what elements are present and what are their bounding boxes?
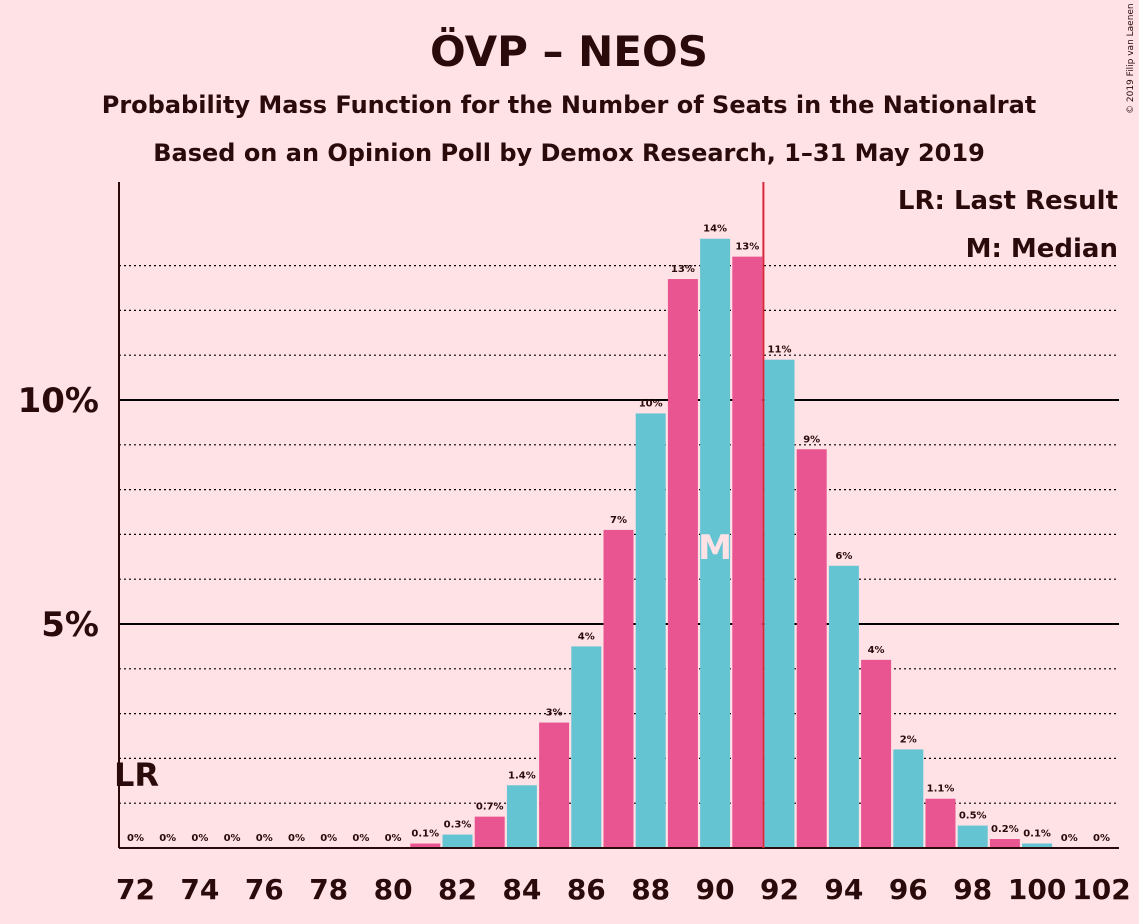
data-label: 9% [803, 434, 820, 445]
x-tick-label: 100 [1008, 873, 1066, 906]
bar [764, 359, 795, 848]
x-tick-label: 102 [1072, 873, 1130, 906]
data-labels: 0% 0% 0% 0% 0% 0% 0% 0% 0% 0.1% 0.3% 0.7% 1.4% 3% 4% 7%… [127, 224, 1110, 844]
y-tick-labels: 5% 10% [18, 381, 99, 645]
chart-subtitle-2: Based on an Opinion Poll by Demox Resear… [153, 139, 985, 167]
x-tick-labels: 72 74 76 78 80 82 84 86 88 90 92 94 96 98 100 102 [116, 873, 1131, 906]
bar [474, 816, 505, 848]
bar [925, 798, 956, 848]
x-tick-label: 80 [374, 873, 413, 906]
bar [989, 839, 1020, 848]
x-tick-label: 88 [631, 873, 670, 906]
markers: LR M [114, 182, 765, 848]
x-tick-label: 94 [824, 873, 863, 906]
x-tick-label: 78 [309, 873, 348, 906]
x-tick-label: 82 [438, 873, 477, 906]
data-label: 0.2% [991, 824, 1019, 835]
data-label: 3% [546, 708, 563, 719]
x-tick-label: 98 [953, 873, 992, 906]
bar [635, 413, 666, 848]
x-tick-label: 96 [889, 873, 928, 906]
data-label: 14% [703, 224, 727, 235]
data-label: 1.1% [927, 784, 955, 795]
last-result-label: LR [114, 756, 159, 794]
legend-last-result: LR: Last Result [898, 186, 1118, 216]
bar [539, 722, 570, 848]
chart-subtitle-1: Probability Mass Function for the Number… [102, 91, 1037, 119]
data-label: 13% [735, 242, 759, 253]
bar [957, 825, 988, 848]
x-tick-label: 84 [502, 873, 541, 906]
data-label: 4% [868, 645, 885, 656]
x-tick-label: 74 [180, 873, 219, 906]
chart-title: ÖVP – NEOS [430, 26, 708, 76]
y-tick-label: 5% [41, 605, 99, 645]
data-label: 4% [578, 631, 595, 642]
data-label: 0% [288, 833, 305, 844]
bar [506, 785, 537, 848]
data-label: 0.5% [959, 811, 987, 822]
bar [571, 646, 602, 848]
bars [410, 238, 1053, 849]
data-label: 13% [671, 264, 695, 275]
data-label: 0.7% [476, 802, 504, 813]
data-label: 0.1% [411, 829, 439, 840]
x-tick-label: 72 [116, 873, 155, 906]
data-label: 0% [1061, 833, 1078, 844]
bar [667, 279, 698, 848]
bar [893, 749, 924, 848]
x-tick-label: 76 [245, 873, 284, 906]
median-label: M [698, 528, 732, 568]
bar [828, 565, 859, 848]
y-tick-label: 10% [18, 381, 99, 421]
bar [1022, 843, 1053, 848]
bar [603, 529, 634, 848]
bar [410, 843, 441, 848]
data-label: 0% [191, 833, 208, 844]
data-label: 7% [610, 515, 627, 526]
data-label: 0% [256, 833, 273, 844]
data-label: 0% [385, 833, 402, 844]
data-label: 2% [900, 734, 917, 745]
bar [442, 834, 473, 848]
x-tick-label: 90 [696, 873, 735, 906]
data-label: 6% [835, 551, 852, 562]
data-label: 0% [127, 833, 144, 844]
data-label: 0% [320, 833, 337, 844]
bar [732, 256, 763, 848]
x-tick-label: 86 [567, 873, 606, 906]
bar [796, 449, 827, 848]
data-label: 0% [352, 833, 369, 844]
x-tick-label: 92 [760, 873, 799, 906]
data-label: 0.3% [444, 820, 472, 831]
bar [861, 659, 892, 848]
data-label: 0% [224, 833, 241, 844]
data-label: 10% [639, 398, 663, 409]
data-label: 0% [159, 833, 176, 844]
data-label: 0% [1093, 833, 1110, 844]
data-label: 1.4% [508, 770, 536, 781]
bar [700, 238, 731, 849]
data-label: 11% [768, 345, 792, 356]
legend-median: M: Median [966, 234, 1118, 264]
data-label: 0.1% [1023, 829, 1051, 840]
copyright-text: © 2019 Filip van Laenen [1126, 3, 1136, 114]
